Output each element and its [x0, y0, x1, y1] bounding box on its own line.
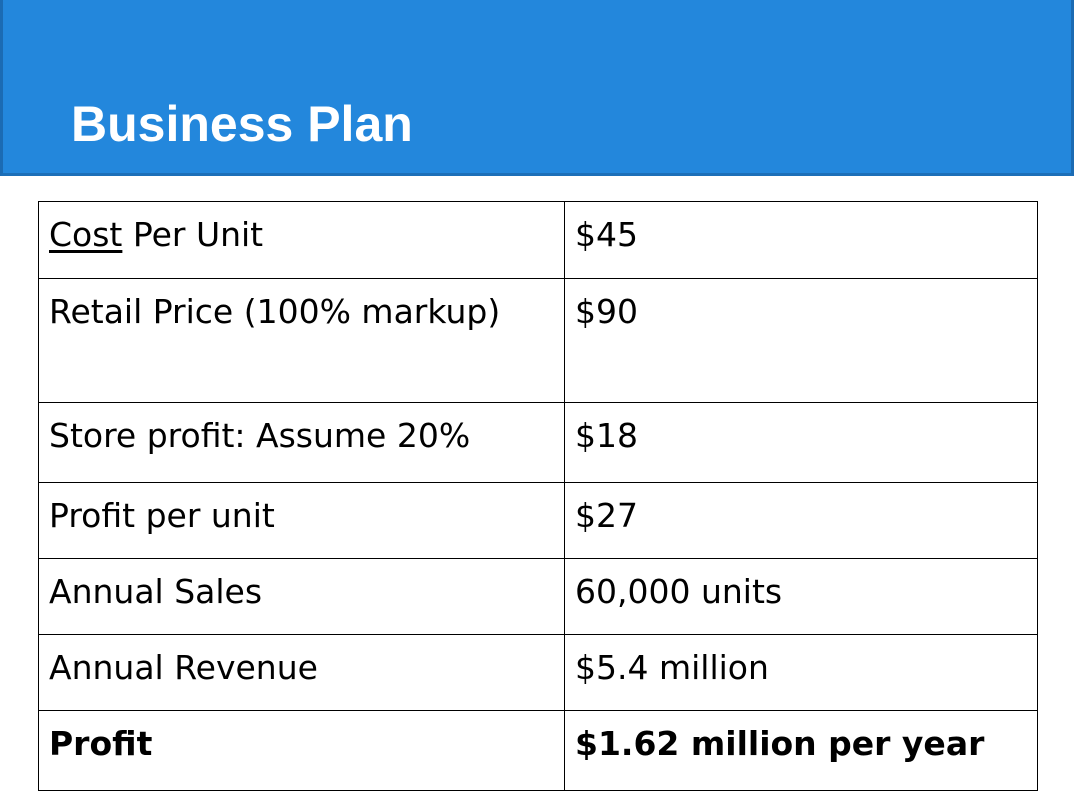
row-value: $1.62 million per year: [564, 710, 1038, 791]
label-underlined-word: Cost: [49, 215, 123, 254]
table-row-annual-revenue: Annual Revenue $5.4 million: [38, 634, 1038, 711]
table-row-profit-per-unit: Profit per unit $27: [38, 482, 1038, 559]
row-value: $27: [564, 482, 1038, 559]
row-value: $45: [564, 201, 1038, 279]
row-label: Profit per unit: [38, 482, 565, 559]
table-row-retail-price: Retail Price (100% markup) $90: [38, 278, 1038, 403]
row-value: $90: [564, 278, 1038, 403]
row-label: Annual Sales: [38, 558, 565, 635]
row-value: $5.4 million: [564, 634, 1038, 711]
slide-title: Business Plan: [71, 96, 413, 152]
table-row-store-profit: Store profit: Assume 20% $18: [38, 402, 1038, 483]
title-bar: Business Plan: [0, 0, 1074, 176]
row-label: Cost Per Unit: [38, 201, 565, 279]
row-label: Store profit: Assume 20%: [38, 402, 565, 483]
row-value: $18: [564, 402, 1038, 483]
table-row-cost-per-unit: Cost Per Unit $45: [38, 201, 1038, 279]
business-plan-table: Cost Per Unit $45 Retail Price (100% mar…: [38, 201, 1038, 791]
row-label: Profit: [38, 710, 565, 791]
row-value: 60,000 units: [564, 558, 1038, 635]
table-row-profit: Profit $1.62 million per year: [38, 710, 1038, 791]
row-label: Retail Price (100% markup): [38, 278, 565, 403]
table-row-annual-sales: Annual Sales 60,000 units: [38, 558, 1038, 635]
label-rest: Per Unit: [122, 215, 264, 254]
row-label: Annual Revenue: [38, 634, 565, 711]
